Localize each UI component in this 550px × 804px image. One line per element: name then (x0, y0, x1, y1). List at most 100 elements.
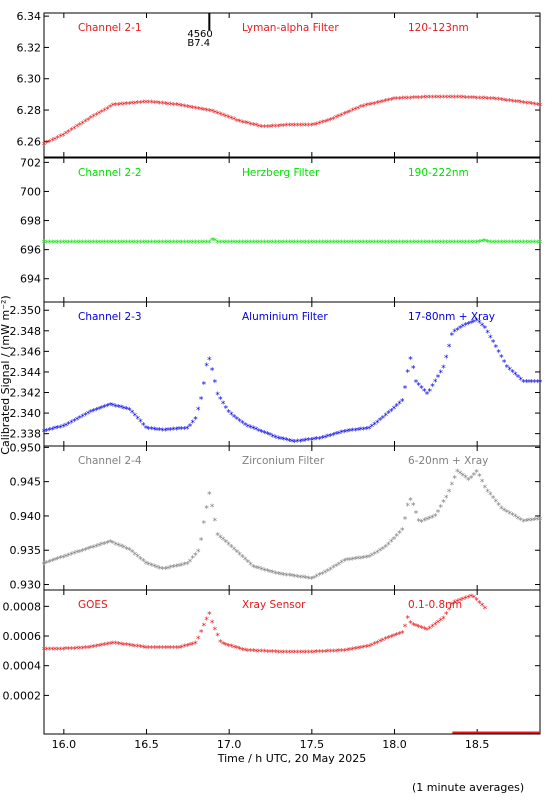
data-point: * (394, 239, 399, 249)
data-point: * (372, 239, 377, 249)
data-point: * (50, 137, 55, 147)
data-point: * (61, 132, 66, 142)
data-point: * (507, 239, 512, 249)
x-tick-label: 16.0 (52, 738, 77, 751)
data-point: * (160, 566, 165, 576)
data-point: * (381, 239, 386, 249)
data-point: * (61, 646, 66, 656)
data-point: * (422, 625, 427, 635)
data-point: * (193, 415, 198, 425)
data-point: * (392, 535, 397, 545)
panel-filter-label: Zirconium Filter (242, 455, 325, 467)
data-point: * (91, 113, 96, 123)
data-point: * (61, 423, 66, 433)
data-point: * (425, 516, 430, 526)
data-point: * (513, 513, 518, 523)
data-point: * (273, 123, 278, 133)
data-point: * (441, 94, 446, 104)
data-point: * (58, 133, 63, 143)
data-point: * (425, 626, 430, 636)
data-point: * (502, 97, 507, 107)
data-point: * (494, 239, 499, 249)
data-point: * (91, 408, 96, 418)
y-tick-label: 0.0002 (3, 689, 42, 702)
data-point: * (312, 239, 317, 249)
data-point: * (518, 516, 523, 526)
data-point: * (383, 412, 388, 422)
data-point: * (350, 239, 355, 249)
data-point: * (47, 239, 52, 249)
data-point: * (452, 94, 457, 104)
data-point: * (320, 119, 325, 129)
data-point: * (157, 239, 162, 249)
data-point: * (455, 239, 460, 249)
data-point: * (47, 559, 52, 569)
data-point: * (108, 104, 113, 114)
data-point: * (447, 94, 452, 104)
data-point: * (58, 555, 63, 565)
data-point: * (483, 238, 488, 248)
data-point: * (386, 239, 391, 249)
data-point: * (259, 124, 264, 134)
data-point: * (469, 593, 474, 603)
data-point: * (232, 546, 237, 556)
data-point: * (262, 239, 267, 249)
data-point: * (356, 645, 361, 655)
data-point: * (306, 239, 311, 249)
data-point: * (483, 484, 488, 494)
data-point: * (375, 549, 380, 559)
data-point: * (122, 239, 127, 249)
data-point: * (394, 632, 399, 642)
data-point: * (160, 100, 165, 110)
data-point: * (295, 438, 300, 448)
data-point: * (389, 538, 394, 548)
data-point: * (166, 239, 171, 249)
data-point: * (461, 323, 466, 333)
data-point: * (422, 388, 427, 398)
data-point: * (102, 403, 107, 413)
data-point: * (130, 409, 135, 419)
data-point: * (293, 122, 298, 132)
data-point: * (80, 413, 85, 423)
data-point: * (295, 649, 300, 659)
data-point: * (433, 621, 438, 631)
data-point: * (130, 239, 135, 249)
data-point: * (389, 407, 394, 417)
data-point: * (428, 625, 433, 635)
data-point: * (422, 94, 427, 104)
data-point: * (270, 239, 275, 249)
y-tick-label: 2.346 (10, 345, 42, 358)
data-point: * (450, 481, 455, 491)
data-point: * (386, 410, 391, 420)
data-point: * (339, 112, 344, 122)
data-point: * (488, 334, 493, 344)
data-point: * (196, 105, 201, 115)
data-point: * (67, 552, 72, 562)
data-point: * (138, 418, 143, 428)
data-point: * (163, 565, 168, 575)
data-point: * (155, 100, 160, 110)
data-point: * (102, 642, 107, 652)
data-point: * (210, 503, 215, 513)
data-point: * (111, 239, 116, 249)
data-point: * (496, 501, 501, 511)
data-point: * (317, 120, 322, 130)
data-point: * (463, 322, 468, 332)
data-point: * (124, 239, 129, 249)
data-point: * (243, 239, 248, 249)
data-point: * (207, 239, 212, 249)
data-point: * (226, 541, 231, 551)
data-point: * (301, 122, 306, 132)
data-point: * (403, 384, 408, 394)
data-point: * (218, 239, 223, 249)
data-point: * (133, 551, 138, 561)
data-point: * (149, 239, 154, 249)
data-point: * (171, 564, 176, 574)
data-point: * (89, 409, 94, 419)
data-point: * (229, 543, 234, 553)
y-tick-label: 6.34 (17, 10, 42, 23)
data-point: * (64, 646, 69, 656)
data-point: * (279, 571, 284, 581)
data-point: * (42, 141, 47, 151)
data-point: * (284, 122, 289, 132)
